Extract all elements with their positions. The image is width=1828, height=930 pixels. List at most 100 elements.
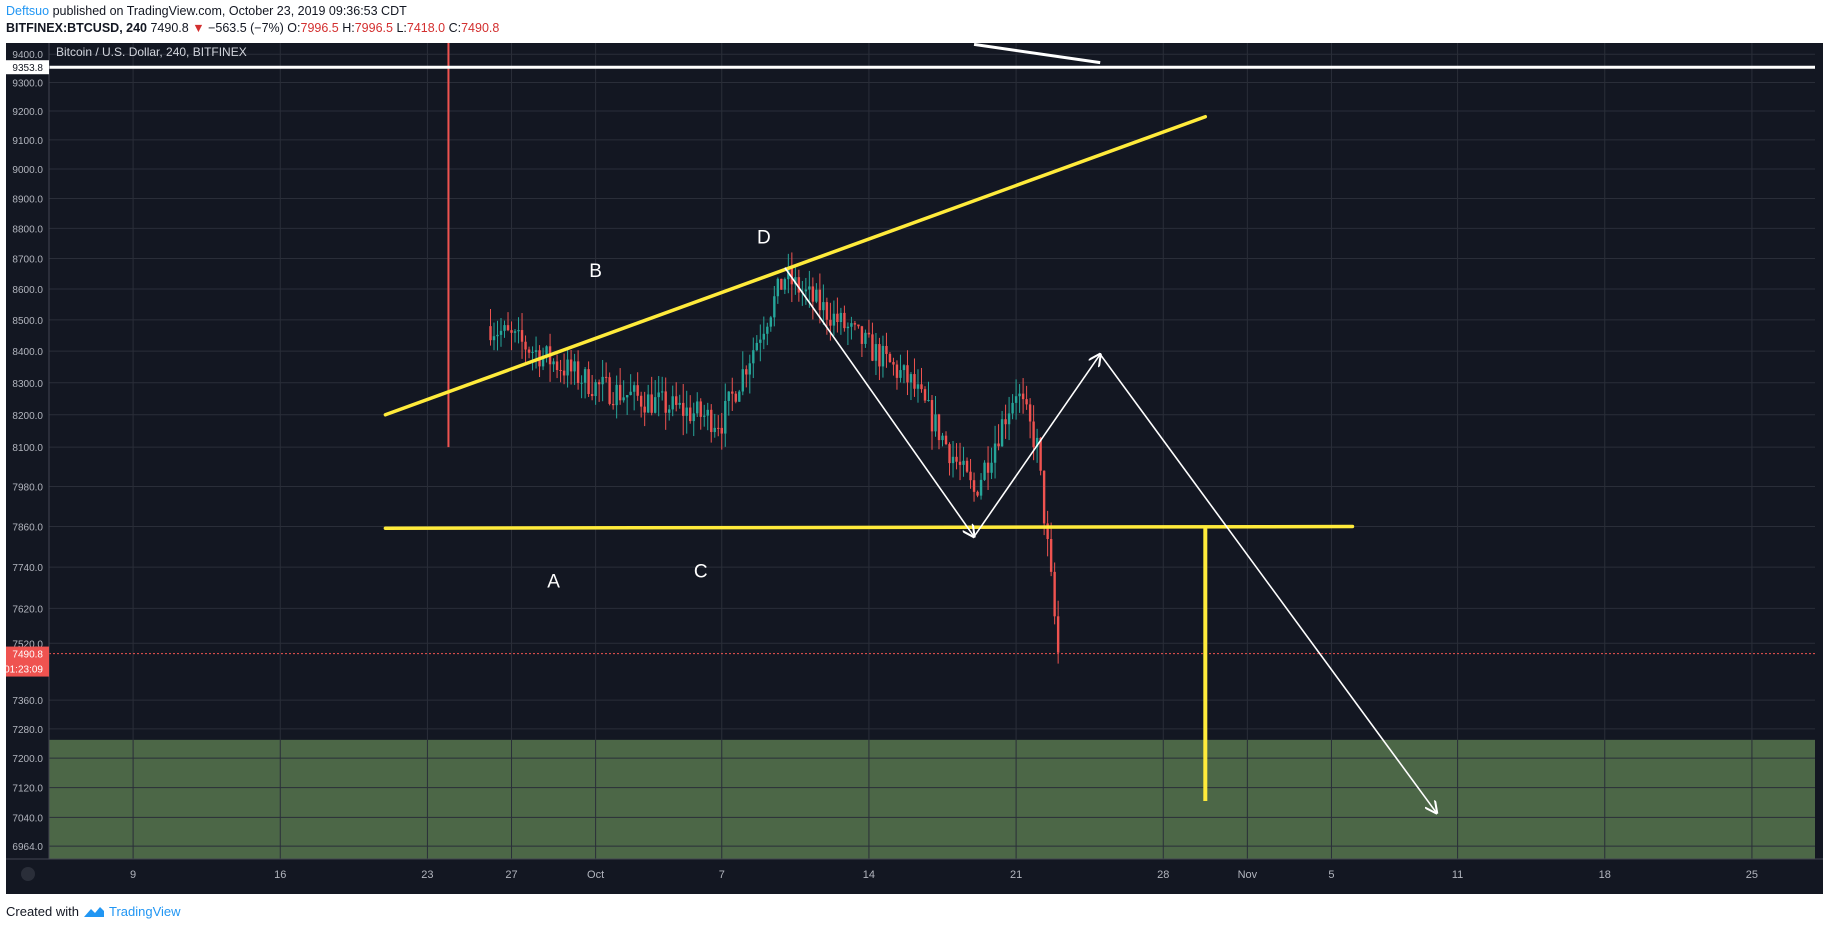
candle-body <box>1000 419 1004 447</box>
y-tick-label: 7280.0 <box>12 725 43 736</box>
y-tick-label: 7120.0 <box>12 784 43 795</box>
y-tick-label: 8400.0 <box>12 347 43 358</box>
candle-body <box>773 296 776 318</box>
candle-body <box>906 365 909 383</box>
candle-body <box>682 402 685 416</box>
candle-body <box>759 339 762 343</box>
candle-body <box>790 268 794 285</box>
candle-body <box>566 359 569 376</box>
footer: Created with TradingView <box>6 904 181 919</box>
candle-body <box>699 401 702 417</box>
point-label-c: C <box>694 561 708 582</box>
author-link[interactable]: Deftsuo <box>6 4 50 18</box>
candle-body <box>818 289 822 311</box>
candle-body <box>923 389 927 401</box>
candle-body <box>622 397 625 401</box>
candle-body <box>916 384 920 389</box>
candle-body <box>503 325 506 331</box>
candle-body <box>524 341 527 350</box>
x-tick-label: 27 <box>505 869 517 881</box>
candle-body <box>829 319 832 326</box>
candle-body <box>576 361 580 383</box>
candle-body <box>604 376 608 378</box>
projection-arrow <box>784 267 974 537</box>
point-label-a: A <box>547 572 560 593</box>
candle-body <box>965 460 969 472</box>
candle-body <box>727 391 730 401</box>
candle-body <box>993 443 997 463</box>
chart-title: Bitcoin / U.S. Dollar, 240, BITFINEX <box>56 45 247 59</box>
candle-body <box>797 277 801 293</box>
candle-body <box>843 312 846 329</box>
price-tag-resistance: 9353.8 <box>12 63 43 74</box>
candle-body <box>1032 421 1035 448</box>
candle-body <box>534 350 538 352</box>
candle-body <box>990 462 993 473</box>
y-tick-label: 9100.0 <box>12 136 43 147</box>
candle-body <box>913 374 916 389</box>
offscreen-drawing-line <box>973 43 1101 65</box>
candle-body <box>527 349 531 353</box>
candle-body <box>611 403 615 406</box>
candle-body <box>853 323 857 325</box>
trendline-support <box>383 524 1355 530</box>
projection-arrow <box>973 354 1100 538</box>
candle-body <box>976 491 979 496</box>
price-axis-bg <box>6 43 49 859</box>
candle-body <box>639 395 643 407</box>
candle-body <box>1056 616 1060 653</box>
grid-lines <box>49 43 1815 859</box>
candle-body <box>878 344 881 367</box>
candle-body <box>569 359 573 372</box>
x-tick-label: 7 <box>719 869 725 881</box>
candle-body <box>857 324 860 327</box>
candle-body <box>660 391 664 393</box>
candle-body <box>997 443 1000 447</box>
candle-body <box>811 286 815 302</box>
chart-container[interactable]: A B C D Bitcoin / U.S. Dollar, 240, BITFINEX… <box>6 43 1823 894</box>
down-arrow-icon: ▼ <box>192 21 205 35</box>
price-tag-resistance-bg <box>6 60 49 75</box>
x-tick-label: Oct <box>587 869 604 881</box>
candle-body <box>629 391 632 396</box>
candle-body <box>559 370 562 372</box>
x-tick-label: 21 <box>1010 869 1022 881</box>
candle-body <box>675 396 678 405</box>
y-tick-label: 7040.0 <box>12 813 43 824</box>
candle-body <box>846 326 850 329</box>
y-tick-label: 7360.0 <box>12 696 43 707</box>
candle-body <box>597 382 601 385</box>
candle-body <box>506 325 510 331</box>
candle-body <box>664 391 667 413</box>
y-tick-label: 7980.0 <box>12 483 43 494</box>
candle-body <box>832 313 836 326</box>
low-label: L: <box>396 21 407 35</box>
candle-body <box>934 414 937 432</box>
candle-body <box>1007 413 1011 425</box>
y-tick-label: 6964.0 <box>12 842 43 853</box>
candle-body <box>867 332 871 335</box>
y-tick-label: 9000.0 <box>12 165 43 176</box>
time-axis-bg <box>6 859 1823 894</box>
price-chart[interactable]: A B C D Bitcoin / U.S. Dollar, 240, BITFINEX… <box>6 43 1823 894</box>
candle-body <box>734 393 737 402</box>
candle-body <box>930 400 934 432</box>
price-tag-last: 7490.8 <box>12 650 43 661</box>
candle-body <box>902 365 906 371</box>
tradingview-link[interactable]: TradingView <box>108 904 181 919</box>
candle-body <box>1011 402 1014 414</box>
y-tick-label: 8500.0 <box>12 316 43 327</box>
candle-body <box>745 369 748 375</box>
x-tick-label: 5 <box>1328 869 1334 881</box>
candle-body <box>678 402 681 405</box>
candle-body <box>492 336 496 341</box>
candle-body <box>689 407 692 422</box>
y-tick-label: 8300.0 <box>12 379 43 390</box>
candle-body <box>608 377 611 404</box>
candle-body <box>643 406 646 413</box>
candle-body <box>871 334 874 361</box>
candle-body <box>888 353 892 363</box>
candle-body <box>499 330 503 335</box>
candle-body <box>755 342 759 351</box>
published-text: published on TradingView.com, October 23… <box>52 4 407 18</box>
